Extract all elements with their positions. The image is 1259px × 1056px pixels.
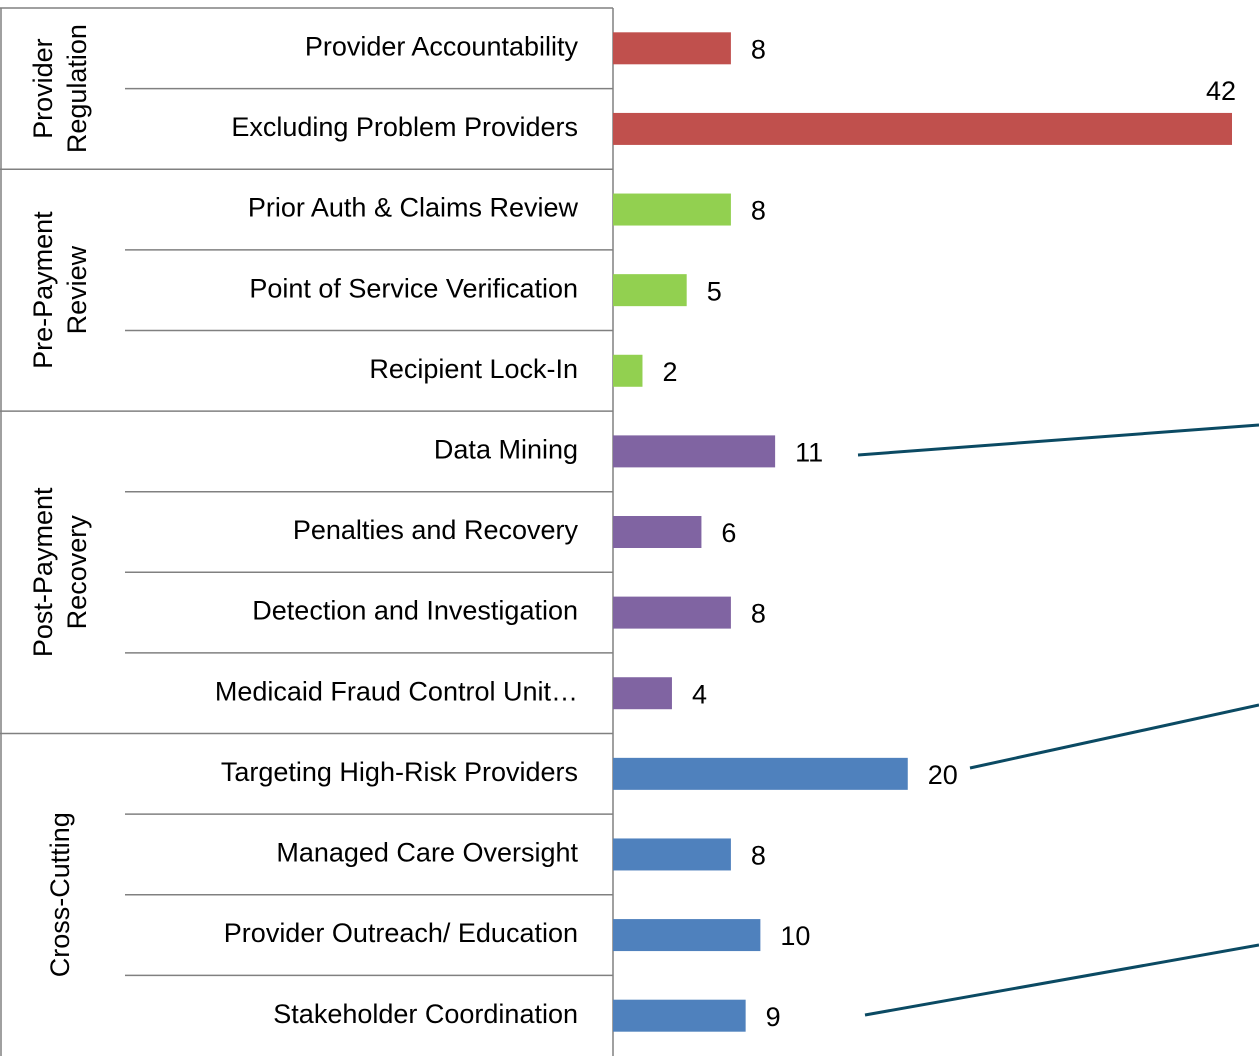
bar: [613, 112, 1232, 145]
data-label: 8: [751, 599, 766, 629]
category-label: Medicaid Fraud Control Unit…: [215, 676, 578, 706]
category-label: Detection and Investigation: [252, 596, 578, 626]
category-label: Prior Auth & Claims Review: [248, 193, 579, 223]
group-label: Post-Payment Recovery: [28, 487, 92, 657]
data-label: 6: [721, 518, 736, 548]
callout-line: [969, 703, 1259, 770]
bar: [613, 435, 776, 468]
data-label: 11: [795, 438, 823, 468]
bar: [613, 838, 731, 871]
bar: [613, 757, 908, 790]
category-label: Recipient Lock-In: [369, 354, 578, 384]
group-label: Cross-Cutting: [45, 812, 75, 977]
category-label: Data Mining: [434, 435, 578, 465]
category-label: Provider Outreach/ Education: [224, 918, 578, 948]
bar: [613, 999, 746, 1032]
data-label: 8: [751, 34, 766, 64]
category-label: Point of Service Verification: [249, 273, 578, 303]
data-label: 2: [662, 357, 677, 387]
data-label: 10: [780, 921, 810, 951]
bar: [613, 274, 687, 307]
bar: [613, 516, 702, 548]
group-label: Provider Regulation: [28, 24, 92, 153]
data-label: 5: [707, 276, 722, 306]
group-label: Pre-Payment Review: [28, 211, 92, 369]
category-label: Excluding Problem Providers: [231, 112, 578, 142]
callout-line: [857, 423, 1259, 457]
bar: [613, 677, 672, 710]
bar: [613, 193, 731, 226]
bar: [613, 919, 761, 952]
bar: [613, 596, 731, 629]
category-label: Provider Accountability: [305, 31, 579, 61]
data-label: 20: [928, 760, 958, 790]
category-label: Penalties and Recovery: [293, 515, 579, 545]
category-label: Targeting High-Risk Providers: [221, 757, 578, 787]
category-label: Stakeholder Coordination: [273, 999, 578, 1029]
bar: [613, 354, 643, 387]
data-label: 42: [1206, 76, 1236, 106]
data-label: 9: [766, 1002, 781, 1032]
data-label: 8: [751, 196, 766, 226]
data-label: 8: [751, 841, 766, 871]
callout-line: [864, 943, 1259, 1017]
data-label: 4: [692, 679, 707, 709]
category-label: Managed Care Oversight: [276, 838, 578, 868]
bar: [613, 32, 731, 65]
